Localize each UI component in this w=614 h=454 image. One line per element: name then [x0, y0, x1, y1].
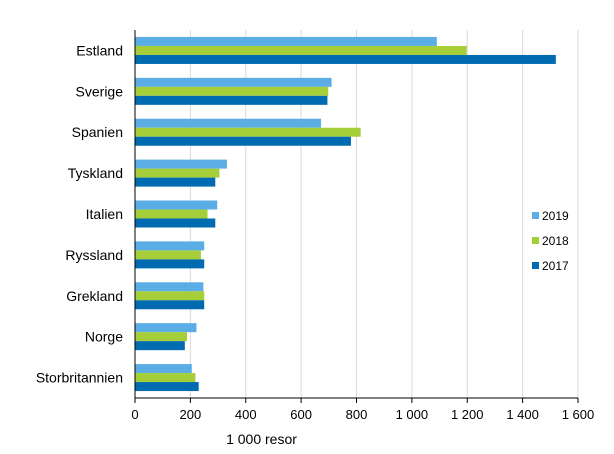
bar-2019-grekland — [135, 282, 204, 292]
bar-2019-estland — [135, 36, 437, 46]
category-label: Spanien — [72, 124, 123, 140]
bar-2017-grekland — [135, 300, 205, 310]
x-tick-label: 200 — [180, 407, 202, 422]
bar-2017-storbritannien — [135, 382, 199, 392]
bar-2018-tyskland — [135, 168, 220, 178]
bar-2017-spanien — [135, 136, 351, 146]
bar-2017-sverige — [135, 95, 328, 105]
category-label: Estland — [76, 42, 123, 58]
bar-2017-estland — [135, 54, 556, 64]
category-label: Sverige — [76, 83, 124, 99]
bar-2018-italien — [135, 209, 208, 219]
x-tick-label: 1 000 — [396, 407, 429, 422]
bar-2018-spanien — [135, 127, 361, 137]
category-label: Grekland — [66, 288, 123, 304]
legend-swatch-2017 — [532, 262, 539, 269]
legend-label-2018: 2018 — [542, 234, 569, 248]
x-tick-labels: 0 200 400 600 800 1 000 1 200 1 400 1 600 — [131, 398, 594, 422]
x-tick-label: 600 — [290, 407, 312, 422]
bar-2019-sverige — [135, 77, 332, 87]
bar-2017-tyskland — [135, 177, 216, 187]
bars — [135, 36, 556, 392]
x-tick-label: 1 600 — [562, 407, 595, 422]
category-labels: Estland Sverige Spanien Tyskland Italien Ryss… — [36, 42, 123, 385]
x-tick-label: 1 200 — [451, 407, 484, 422]
category-label: Storbritannien — [36, 370, 123, 386]
bar-2018-ryssland — [135, 250, 201, 260]
bar-2017-norge — [135, 341, 185, 351]
bar-2019-spanien — [135, 118, 322, 128]
bar-2019-ryssland — [135, 241, 205, 251]
bar-2019-italien — [135, 200, 218, 210]
bar-2018-norge — [135, 332, 188, 342]
bar-2018-estland — [135, 45, 467, 55]
bar-2019-tyskland — [135, 159, 227, 169]
x-tick-label: 400 — [235, 407, 257, 422]
legend: 2019 2018 2017 — [532, 209, 569, 273]
bar-2017-italien — [135, 218, 216, 228]
legend-swatch-2018 — [532, 237, 539, 244]
bar-2017-ryssland — [135, 259, 205, 269]
legend-swatch-2019 — [532, 212, 539, 219]
bar-2018-grekland — [135, 291, 205, 301]
category-label: Italien — [86, 206, 123, 222]
bar-2019-storbritannien — [135, 364, 192, 374]
x-tick-label: 1 400 — [506, 407, 539, 422]
category-label: Tyskland — [68, 165, 123, 181]
legend-label-2019: 2019 — [542, 209, 569, 223]
x-tick-label: 0 — [131, 407, 138, 422]
category-label: Ryssland — [65, 247, 123, 263]
x-tick-label: 800 — [346, 407, 368, 422]
category-label: Norge — [85, 329, 123, 345]
bar-2018-storbritannien — [135, 373, 196, 383]
bar-2019-norge — [135, 323, 197, 333]
x-axis-title: 1 000 resor — [226, 431, 297, 447]
legend-label-2017: 2017 — [542, 259, 569, 273]
bar-2018-sverige — [135, 86, 329, 96]
